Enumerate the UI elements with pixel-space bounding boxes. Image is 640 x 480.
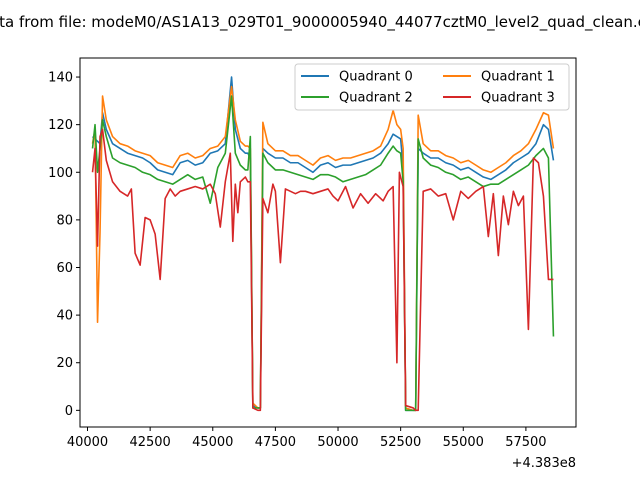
y-tick-label: 120 xyxy=(48,118,73,133)
y-tick-label: 60 xyxy=(56,261,73,276)
x-axis: 40000 42500 45000 47500 50000 52500 55000 57500 xyxy=(67,427,547,450)
x-tick-label: 57500 xyxy=(505,435,546,450)
series-line-0 xyxy=(91,76,555,412)
y-tick-label: 0 xyxy=(65,404,73,419)
legend-label-2: Quadrant 2 xyxy=(339,91,413,106)
y-tick-label: 100 xyxy=(48,166,73,181)
x-tick-label: 52500 xyxy=(380,435,421,450)
x-tick-label: 50000 xyxy=(317,435,358,450)
legend: Quadrant 0 Quadrant 1 Quadrant 2 Quadrant 3 xyxy=(294,63,570,111)
y-tick-label: 80 xyxy=(56,213,73,228)
x-tick-label: 40000 xyxy=(67,435,108,450)
legend-label-3: Quadrant 3 xyxy=(481,91,555,106)
y-tick-label: 40 xyxy=(56,309,73,324)
series-line-2 xyxy=(91,95,555,412)
x-tick-label: 55000 xyxy=(443,435,484,450)
series-line-3 xyxy=(91,128,554,412)
legend-label-1: Quadrant 1 xyxy=(481,70,555,85)
x-axis-offset-label: +4.383e8 xyxy=(512,456,576,471)
x-tick-label: 42500 xyxy=(129,435,170,450)
plot-area xyxy=(79,57,577,428)
x-tick-label: 45000 xyxy=(192,435,233,450)
legend-box xyxy=(294,63,570,111)
y-tick-label: 20 xyxy=(56,356,73,371)
chart-title: Data from file: modeM0/AS1A13_029T01_900… xyxy=(0,13,640,32)
y-axis: 0 20 40 60 80 100 120 140 xyxy=(48,71,80,419)
legend-label-0: Quadrant 0 xyxy=(339,70,413,85)
x-tick-label: 47500 xyxy=(255,435,296,450)
y-tick-label: 140 xyxy=(48,71,73,86)
plot-frame xyxy=(79,57,577,428)
series-line-1 xyxy=(91,85,555,412)
